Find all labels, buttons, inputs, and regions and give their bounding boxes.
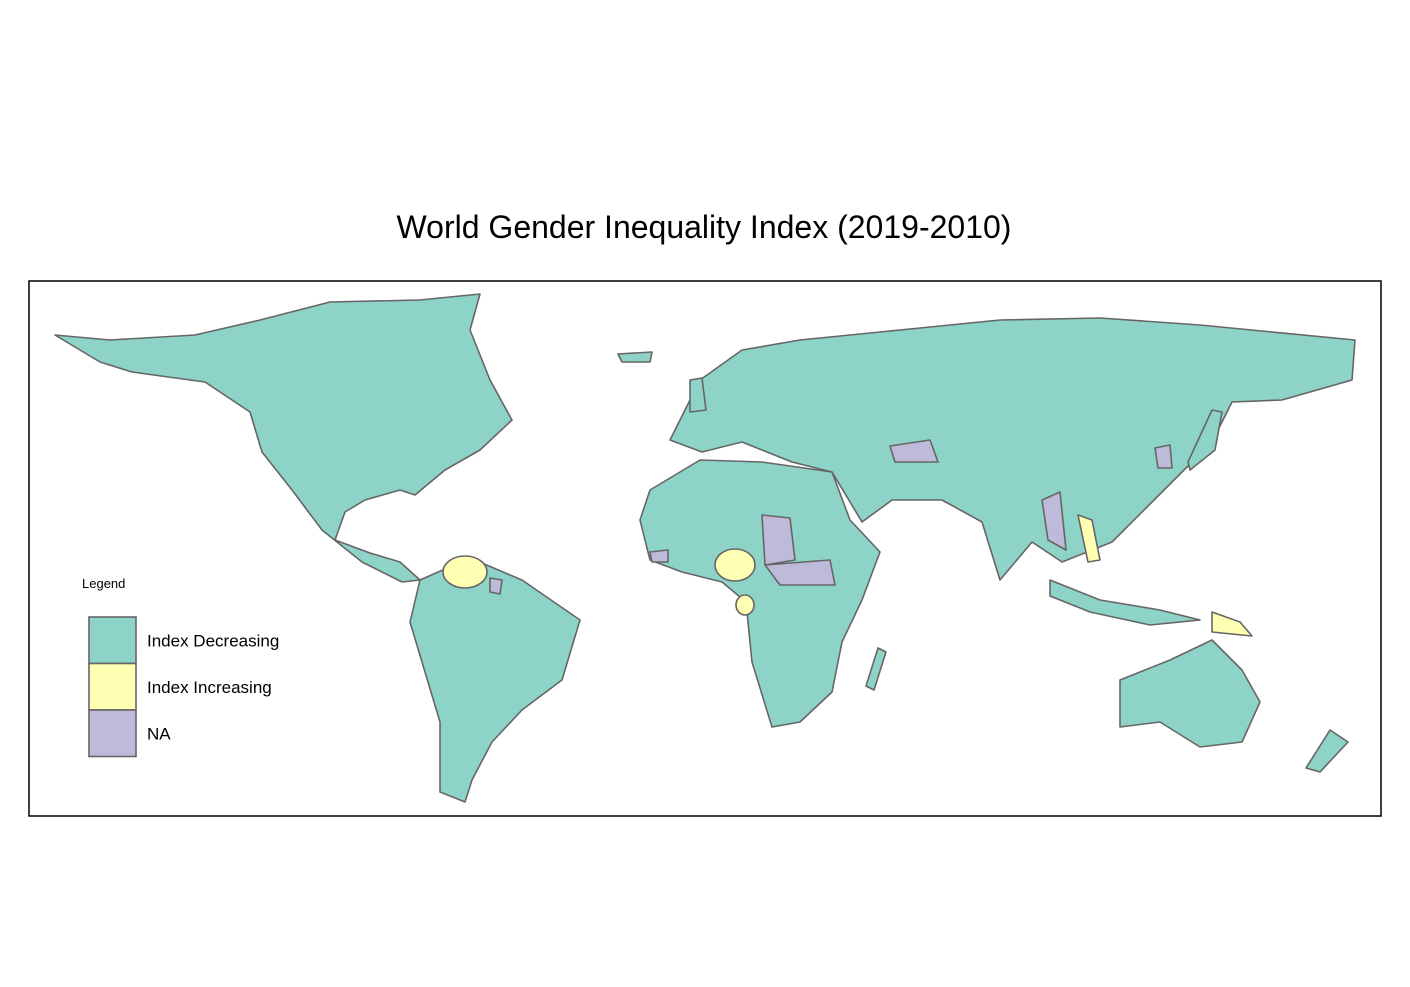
legend-label: Index Decreasing bbox=[147, 631, 279, 650]
countries bbox=[54, 293, 1356, 803]
legend-swatch bbox=[88, 709, 137, 758]
south-america bbox=[409, 557, 581, 803]
iceland bbox=[617, 351, 653, 363]
legend-label: Index Increasing bbox=[147, 678, 272, 697]
guyana bbox=[489, 577, 503, 595]
australia bbox=[1119, 639, 1261, 748]
central-africa-na bbox=[764, 559, 836, 586]
legend-label: NA bbox=[147, 724, 171, 743]
africa bbox=[639, 459, 881, 728]
uk bbox=[689, 377, 707, 413]
map-title: World Gender Inequality Index (2019-2010… bbox=[397, 209, 1012, 245]
indonesia bbox=[1049, 579, 1201, 626]
legend: Legend Index Decreasing Index Increasing N… bbox=[82, 576, 279, 758]
nigeria bbox=[714, 548, 756, 582]
eurasia bbox=[669, 317, 1356, 581]
myanmar bbox=[1041, 491, 1067, 551]
north-korea bbox=[1154, 444, 1173, 469]
gabon bbox=[735, 594, 755, 616]
japan bbox=[1187, 409, 1223, 471]
west-africa-na bbox=[649, 549, 669, 563]
new-zealand bbox=[1305, 729, 1349, 773]
afghanistan bbox=[889, 439, 939, 463]
legend-swatch bbox=[88, 662, 137, 711]
legend-title: Legend bbox=[82, 576, 125, 591]
north-america bbox=[54, 293, 513, 583]
chad bbox=[761, 514, 796, 566]
vietnam bbox=[1077, 514, 1101, 563]
madagascar bbox=[865, 647, 887, 691]
legend-swatch bbox=[88, 616, 137, 665]
papua-new-guinea bbox=[1211, 611, 1253, 637]
venezuela bbox=[442, 555, 488, 589]
map-frame bbox=[28, 280, 1382, 817]
